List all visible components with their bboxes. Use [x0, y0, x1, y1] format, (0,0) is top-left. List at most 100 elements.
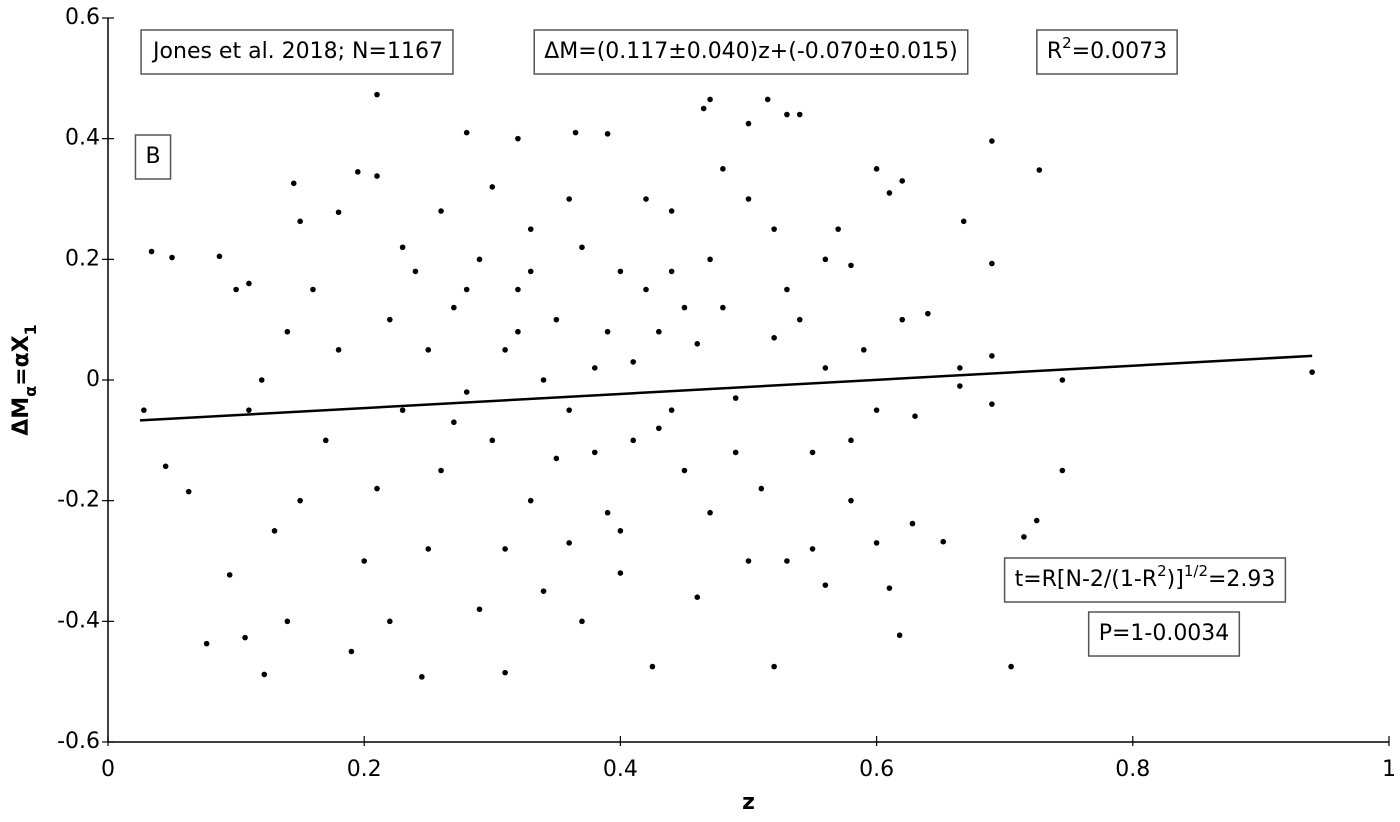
point	[502, 347, 508, 353]
annotation-text: Jones et al. 2018; N=1167	[151, 39, 443, 64]
fit-line	[139, 354, 1313, 422]
point	[1036, 167, 1043, 173]
point	[745, 120, 752, 127]
annotation: t=R[N-2/(1-R2)]1/2=2.93	[1003, 557, 1287, 603]
point	[617, 268, 624, 275]
point	[822, 582, 829, 588]
point	[1059, 377, 1066, 383]
point	[476, 256, 483, 263]
point	[387, 618, 393, 625]
annotation-text: R2=0.0073	[1047, 34, 1167, 65]
point	[1021, 534, 1027, 540]
point	[656, 328, 662, 335]
point	[169, 254, 175, 261]
annotation: ΔM=(0.117±0.040)z+(-0.070±0.015)	[533, 29, 969, 75]
point	[604, 131, 611, 137]
point	[527, 226, 534, 232]
point	[1059, 467, 1066, 474]
point	[771, 334, 777, 341]
point	[822, 365, 829, 371]
point	[886, 585, 893, 591]
point	[540, 377, 547, 383]
point	[809, 449, 816, 456]
point	[425, 546, 432, 552]
point	[148, 248, 155, 255]
point	[989, 138, 995, 144]
point	[784, 286, 790, 293]
text-part: α	[21, 386, 40, 397]
y-tick-label: -0.2	[57, 488, 100, 513]
point	[438, 467, 444, 474]
point	[957, 383, 963, 389]
text-part: 2	[1157, 562, 1167, 580]
point	[604, 328, 611, 335]
y-tick-label: 0.2	[65, 246, 100, 271]
point	[489, 184, 496, 190]
point	[361, 558, 368, 564]
point	[527, 268, 534, 275]
point	[246, 407, 252, 413]
point	[912, 413, 918, 420]
annotation: P=1-0.0034	[1087, 611, 1241, 657]
x-tick-label: 1	[1382, 757, 1396, 782]
point	[335, 209, 342, 216]
point	[909, 520, 916, 527]
text-part: 2	[1062, 34, 1072, 52]
point	[463, 286, 470, 293]
x-tick-label: 0.4	[603, 757, 638, 782]
point	[630, 359, 637, 365]
y-axis-label: ΔMα=αX1	[9, 324, 40, 436]
point	[374, 91, 380, 98]
point	[310, 286, 316, 293]
point	[290, 180, 297, 187]
point	[771, 226, 777, 232]
point	[233, 286, 239, 293]
point	[720, 304, 726, 311]
annotation-box	[140, 29, 454, 75]
point	[873, 540, 880, 546]
text-part: R	[1047, 39, 1062, 64]
point	[297, 497, 303, 504]
point	[258, 377, 265, 383]
point	[399, 244, 406, 251]
annotation: Jones et al. 2018; N=1167	[140, 29, 454, 75]
text-part: ΔM	[9, 397, 34, 436]
point	[630, 437, 637, 444]
point	[284, 328, 291, 335]
point	[886, 190, 893, 196]
y-tick-label: -0.6	[57, 729, 100, 754]
point	[848, 437, 854, 444]
point	[649, 663, 656, 670]
point	[925, 310, 931, 317]
point	[438, 208, 444, 214]
point	[643, 286, 649, 293]
point	[745, 558, 752, 564]
point	[242, 634, 248, 641]
point	[515, 135, 521, 142]
point	[335, 347, 342, 353]
point	[284, 618, 291, 625]
point	[216, 253, 223, 260]
point	[540, 588, 547, 594]
point	[784, 558, 790, 564]
x-tick-label: 0.6	[859, 757, 894, 782]
annotation-text: ΔM=(0.117±0.040)z+(-0.070±0.015)	[544, 39, 958, 64]
annotation-text: P=1-0.0034	[1099, 621, 1230, 646]
point	[566, 407, 572, 413]
point	[668, 208, 675, 214]
point	[899, 316, 906, 323]
point	[873, 166, 880, 172]
annotation-text: B	[145, 144, 160, 169]
point	[873, 407, 880, 413]
annotation-box	[134, 134, 172, 180]
point	[572, 129, 579, 136]
text-part: =0.0073	[1072, 39, 1167, 64]
point	[553, 455, 560, 462]
point	[860, 347, 867, 353]
point	[425, 347, 432, 353]
point	[796, 111, 803, 118]
annotation: B	[134, 134, 172, 180]
point	[700, 105, 707, 112]
text-part: 1	[21, 324, 40, 335]
annotation-text: t=R[N-2/(1-R2)]1/2=2.93	[1015, 562, 1276, 593]
